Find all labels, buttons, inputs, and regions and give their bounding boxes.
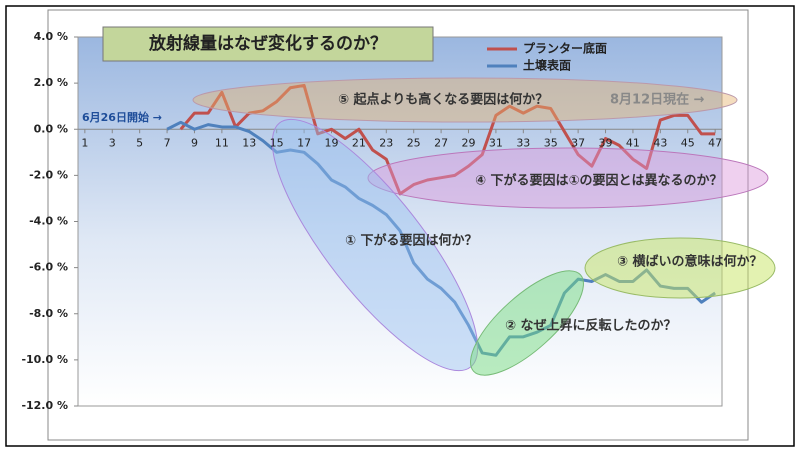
x-tick-label: 9: [191, 136, 198, 149]
x-tick-label: 31: [489, 136, 503, 149]
annotation: 8月12日現在 →: [610, 92, 705, 108]
y-tick-label: -12.0 %: [21, 399, 68, 412]
x-tick-label: 1: [81, 136, 88, 149]
annotation: ⑤ 起点よりも高くなる要因は何か？: [338, 92, 548, 108]
y-tick-label: 2.0 %: [34, 76, 68, 89]
x-tick-label: 39: [599, 136, 613, 149]
annotation-ellipse: [584, 237, 776, 299]
y-tick-label: -10.0 %: [21, 353, 68, 366]
annotation: ① 下がる要因は何か？: [345, 233, 478, 249]
y-tick-label: -4.0 %: [29, 215, 68, 228]
x-tick-label: 27: [434, 136, 448, 149]
x-tick-label: 17: [297, 136, 311, 149]
x-tick-label: 19: [324, 136, 338, 149]
annotation: ② なぜ上昇に反転したのか？: [505, 318, 677, 334]
x-tick-label: 5: [136, 136, 143, 149]
x-tick-label: 43: [653, 136, 667, 149]
x-tick-label: 15: [270, 136, 284, 149]
annotation-ellipse: [271, 118, 479, 372]
x-tick-label: 11: [215, 136, 229, 149]
title-box: [102, 26, 434, 62]
annotation-ellipse: [367, 147, 769, 209]
annotation-ellipse: [470, 270, 584, 376]
x-tick-label: 13: [242, 136, 256, 149]
y-tick-label: -2.0 %: [29, 168, 68, 181]
annotation: ③ 横ばいの意味は何か？: [617, 254, 763, 270]
x-tick-label: 41: [626, 136, 640, 149]
x-tick-label: 23: [379, 136, 393, 149]
legend-label: 土壌表面: [523, 58, 571, 73]
annotation: ④ 下がる要因は①の要因とは異なるのか？: [475, 173, 723, 189]
x-tick-label: 25: [407, 136, 421, 149]
y-tick-label: -6.0 %: [29, 261, 68, 274]
x-tick-label: 29: [462, 136, 476, 149]
x-tick-label: 33: [516, 136, 530, 149]
chart-title: 放射線量はなぜ変化するのか？: [148, 33, 387, 54]
annotation-ellipse: [192, 77, 738, 123]
x-tick-label: 3: [109, 136, 116, 149]
y-tick-label: 0.0 %: [34, 122, 68, 135]
x-tick-label: 37: [571, 136, 585, 149]
x-tick-label: 7: [164, 136, 171, 149]
x-tick-label: 47: [708, 136, 722, 149]
x-tick-label: 45: [681, 136, 695, 149]
y-tick-label: 4.0 %: [34, 30, 68, 43]
x-tick-label: 35: [544, 136, 558, 149]
x-tick-label: 21: [352, 136, 366, 149]
series-line: [179, 83, 716, 196]
legend-label: プランター底面: [523, 41, 607, 56]
annotation: 6月26日開始 →: [82, 110, 162, 124]
y-tick-label: -8.0 %: [29, 307, 68, 320]
